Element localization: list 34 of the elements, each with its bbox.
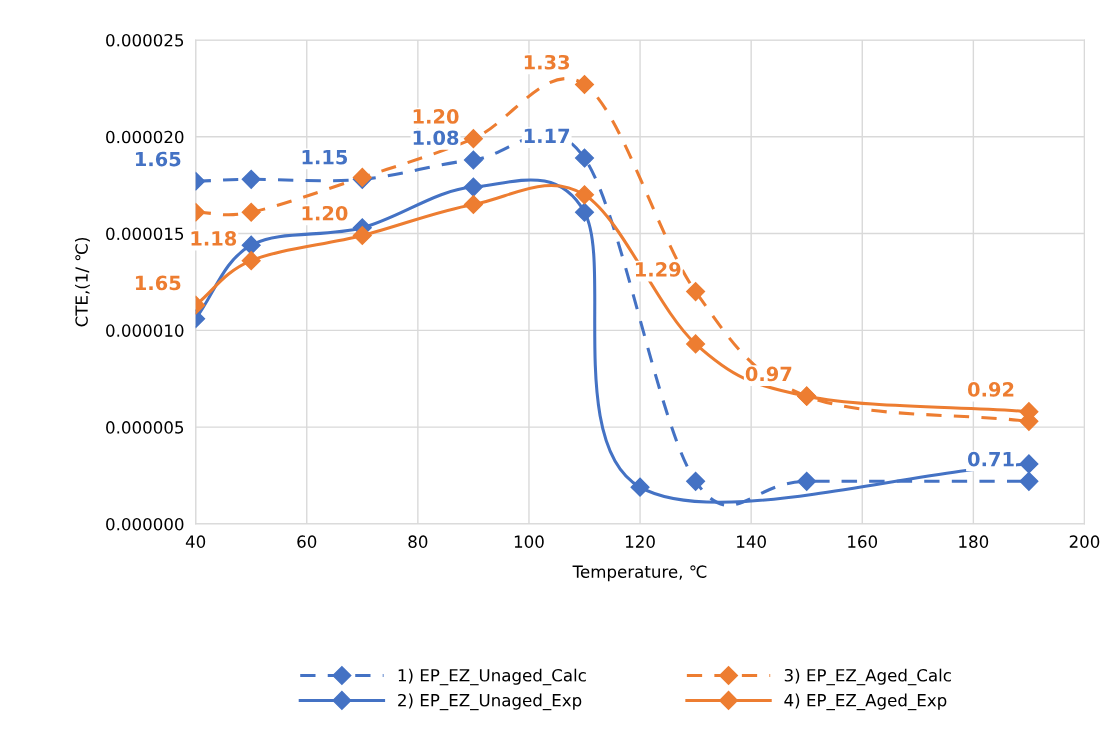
annotation: 1.33	[524, 54, 570, 70]
annotation: 0.71	[967, 451, 1014, 467]
legend-label: 1) EP_EZ_Unaged_Calc	[398, 668, 586, 686]
annotation: 1.20	[302, 205, 348, 221]
y-tick-label: 0.000020	[106, 130, 184, 144]
x-tick-label: 120	[625, 535, 655, 548]
y-axis-title: CTE,(1/ ℃)	[75, 237, 90, 327]
legend-label: 2) EP_EZ_Unaged_Exp	[398, 693, 582, 711]
legend-label: 3) EP_EZ_Aged_Calc	[784, 668, 951, 686]
annotation: 0.92	[967, 382, 1014, 397]
annotation: 1.08	[413, 130, 459, 146]
y-tick-label: 0.000010	[106, 324, 184, 337]
annotation: 1.65	[135, 275, 181, 291]
annotation: 1.17	[524, 128, 570, 143]
x-tick-label: 60	[297, 535, 317, 548]
annotation: 1.15	[302, 150, 348, 165]
x-tick-label: 80	[408, 535, 428, 548]
legend-label: 4) EP_EZ_Aged_Exp	[784, 693, 947, 711]
annotation: 1.20	[413, 109, 459, 124]
x-tick-label: 100	[514, 535, 544, 548]
annotation: 0.97	[745, 366, 792, 382]
annotation: 1.29	[635, 262, 681, 277]
x-tick-label: 140	[737, 535, 766, 548]
x-axis-title: Temperature, ℃	[572, 565, 707, 582]
annotation: 1.18	[191, 231, 237, 246]
x-tick-label: 200	[1069, 535, 1100, 548]
y-tick-label: 0.000000	[106, 517, 184, 531]
x-tick-label: 160	[848, 535, 878, 548]
annotation: 1.65	[135, 151, 181, 167]
y-tick-label: 0.000015	[106, 227, 184, 241]
x-tick-label: 180	[959, 535, 989, 548]
x-tick-label: 40	[185, 535, 206, 548]
y-tick-label: 0.000025	[106, 33, 184, 47]
y-tick-label: 0.000005	[106, 421, 184, 434]
